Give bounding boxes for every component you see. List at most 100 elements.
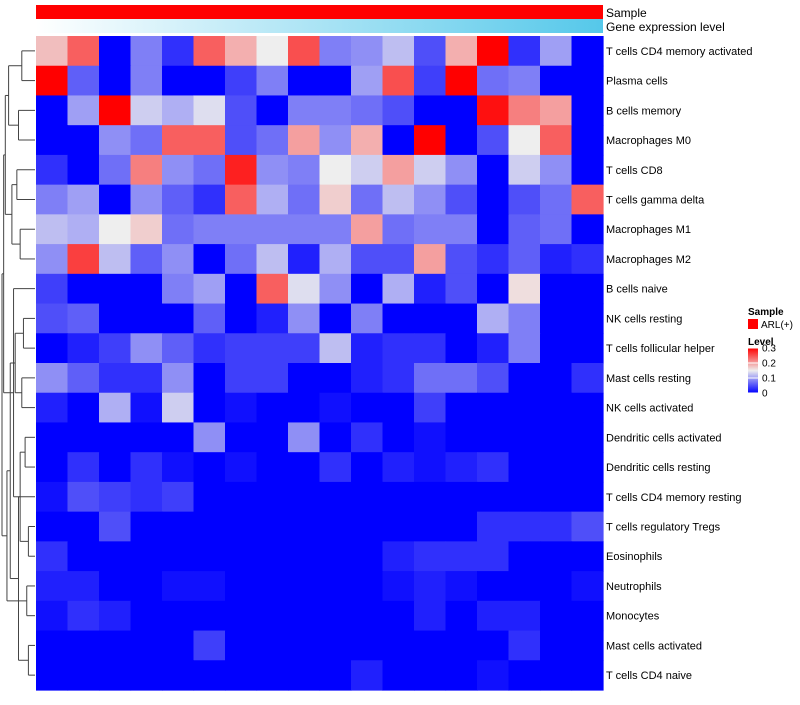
heatmap-cell (477, 541, 510, 572)
heatmap-cell (540, 95, 573, 126)
heatmap-cell (193, 452, 226, 483)
heatmap-cell (130, 303, 163, 334)
heatmap-cell (225, 392, 258, 424)
heatmap-cell (508, 273, 541, 305)
heatmap-cell (162, 363, 195, 394)
heatmap-cell (162, 303, 195, 334)
heatmap-cell (288, 660, 321, 691)
heatmap-cell (382, 125, 415, 156)
heatmap-cell (193, 333, 226, 364)
heatmap-cell (445, 481, 478, 513)
heatmap-cell (319, 95, 352, 126)
heatmap-cell (445, 36, 478, 67)
heatmap-cell (477, 363, 510, 394)
heatmap-cell (36, 125, 69, 156)
heatmap-cell (414, 392, 447, 424)
heatmap-cell (571, 363, 604, 394)
heatmap-cell (477, 392, 510, 424)
heatmap-cell (36, 363, 69, 394)
row-label: Macrophages M1 (606, 224, 691, 236)
heatmap-cell (36, 630, 69, 661)
heatmap-cell (225, 184, 258, 215)
heatmap-cell (351, 422, 384, 453)
heatmap-cell (99, 303, 132, 334)
legend-tick-label: 0.1 (762, 374, 776, 385)
heatmap-cell (319, 511, 352, 542)
heatmap-cell (36, 95, 69, 126)
heatmap-cell (130, 65, 163, 97)
gene-expression-annotation-track (36, 19, 603, 33)
heatmap-cell (351, 333, 384, 364)
heatmap-cell (445, 65, 478, 97)
heatmap-cell (477, 36, 510, 67)
heatmap-cell (193, 95, 226, 126)
heatmap-cell (225, 452, 258, 483)
heatmap-cell (319, 363, 352, 394)
heatmap-cell (36, 481, 69, 513)
heatmap-cell (571, 333, 604, 364)
heatmap-cell (225, 154, 258, 186)
heatmap-cell (319, 154, 352, 186)
heatmap-cell (351, 273, 384, 305)
heatmap-cell (130, 392, 163, 424)
heatmap-cell (382, 273, 415, 305)
heatmap-cell (162, 244, 195, 275)
row-labels: T cells CD4 memory activated Plasma cells… (606, 46, 753, 682)
heatmap-cell (571, 481, 604, 513)
heatmap-cell (540, 452, 573, 483)
heatmap-cell (351, 95, 384, 126)
heatmap-cell (225, 630, 258, 661)
heatmap-cell (193, 392, 226, 424)
heatmap-cell (225, 65, 258, 97)
heatmap-cell (225, 125, 258, 156)
heatmap-cell (99, 333, 132, 364)
heatmap-cell (193, 571, 226, 602)
heatmap-cell (540, 630, 573, 661)
heatmap-cell (162, 184, 195, 215)
heatmap-cell (571, 244, 604, 275)
heatmap-cell (67, 630, 100, 661)
heatmap-cell (445, 630, 478, 661)
heatmap-cell (540, 392, 573, 424)
heatmap-cell (445, 452, 478, 483)
heatmap-cell (130, 273, 163, 305)
heatmap-cell (477, 511, 510, 542)
heatmap-cell (319, 303, 352, 334)
heatmap-cell (99, 630, 132, 661)
heatmap-cell (508, 660, 541, 691)
heatmap-cell (319, 214, 352, 245)
heatmap-cell (288, 244, 321, 275)
heatmap-cell (130, 600, 163, 632)
heatmap-cell (382, 660, 415, 691)
heatmap-cell (67, 95, 100, 126)
heatmap-cell (162, 214, 195, 245)
heatmap-cell (130, 422, 163, 453)
heatmap-cell (225, 333, 258, 364)
heatmap-cell (225, 214, 258, 245)
heatmap-cell (36, 452, 69, 483)
legend: Sample ARL(+) Level 0.3 0.2 0.1 0 (748, 307, 793, 400)
heatmap-cell (319, 660, 352, 691)
heatmap-cell (67, 422, 100, 453)
heatmap-cell (445, 363, 478, 394)
heatmap-cell (99, 125, 132, 156)
heatmap-cell (130, 184, 163, 215)
heatmap-cell (36, 541, 69, 572)
heatmap-cell (288, 511, 321, 542)
heatmap-cell (477, 65, 510, 97)
heatmap-cell (67, 571, 100, 602)
heatmap-cell (193, 184, 226, 215)
heatmap-cell (162, 511, 195, 542)
heatmap-cell (130, 214, 163, 245)
heatmap-cell (540, 303, 573, 334)
heatmap-cell (319, 244, 352, 275)
heatmap-cell (477, 125, 510, 156)
heatmap-cell (36, 392, 69, 424)
heatmap-cell (571, 452, 604, 483)
heatmap-cell (67, 333, 100, 364)
heatmap-cell (382, 452, 415, 483)
heatmap-cell (540, 481, 573, 513)
row-label: B cells memory (606, 105, 682, 117)
heatmap-cell (130, 333, 163, 364)
heatmap-cell (445, 392, 478, 424)
